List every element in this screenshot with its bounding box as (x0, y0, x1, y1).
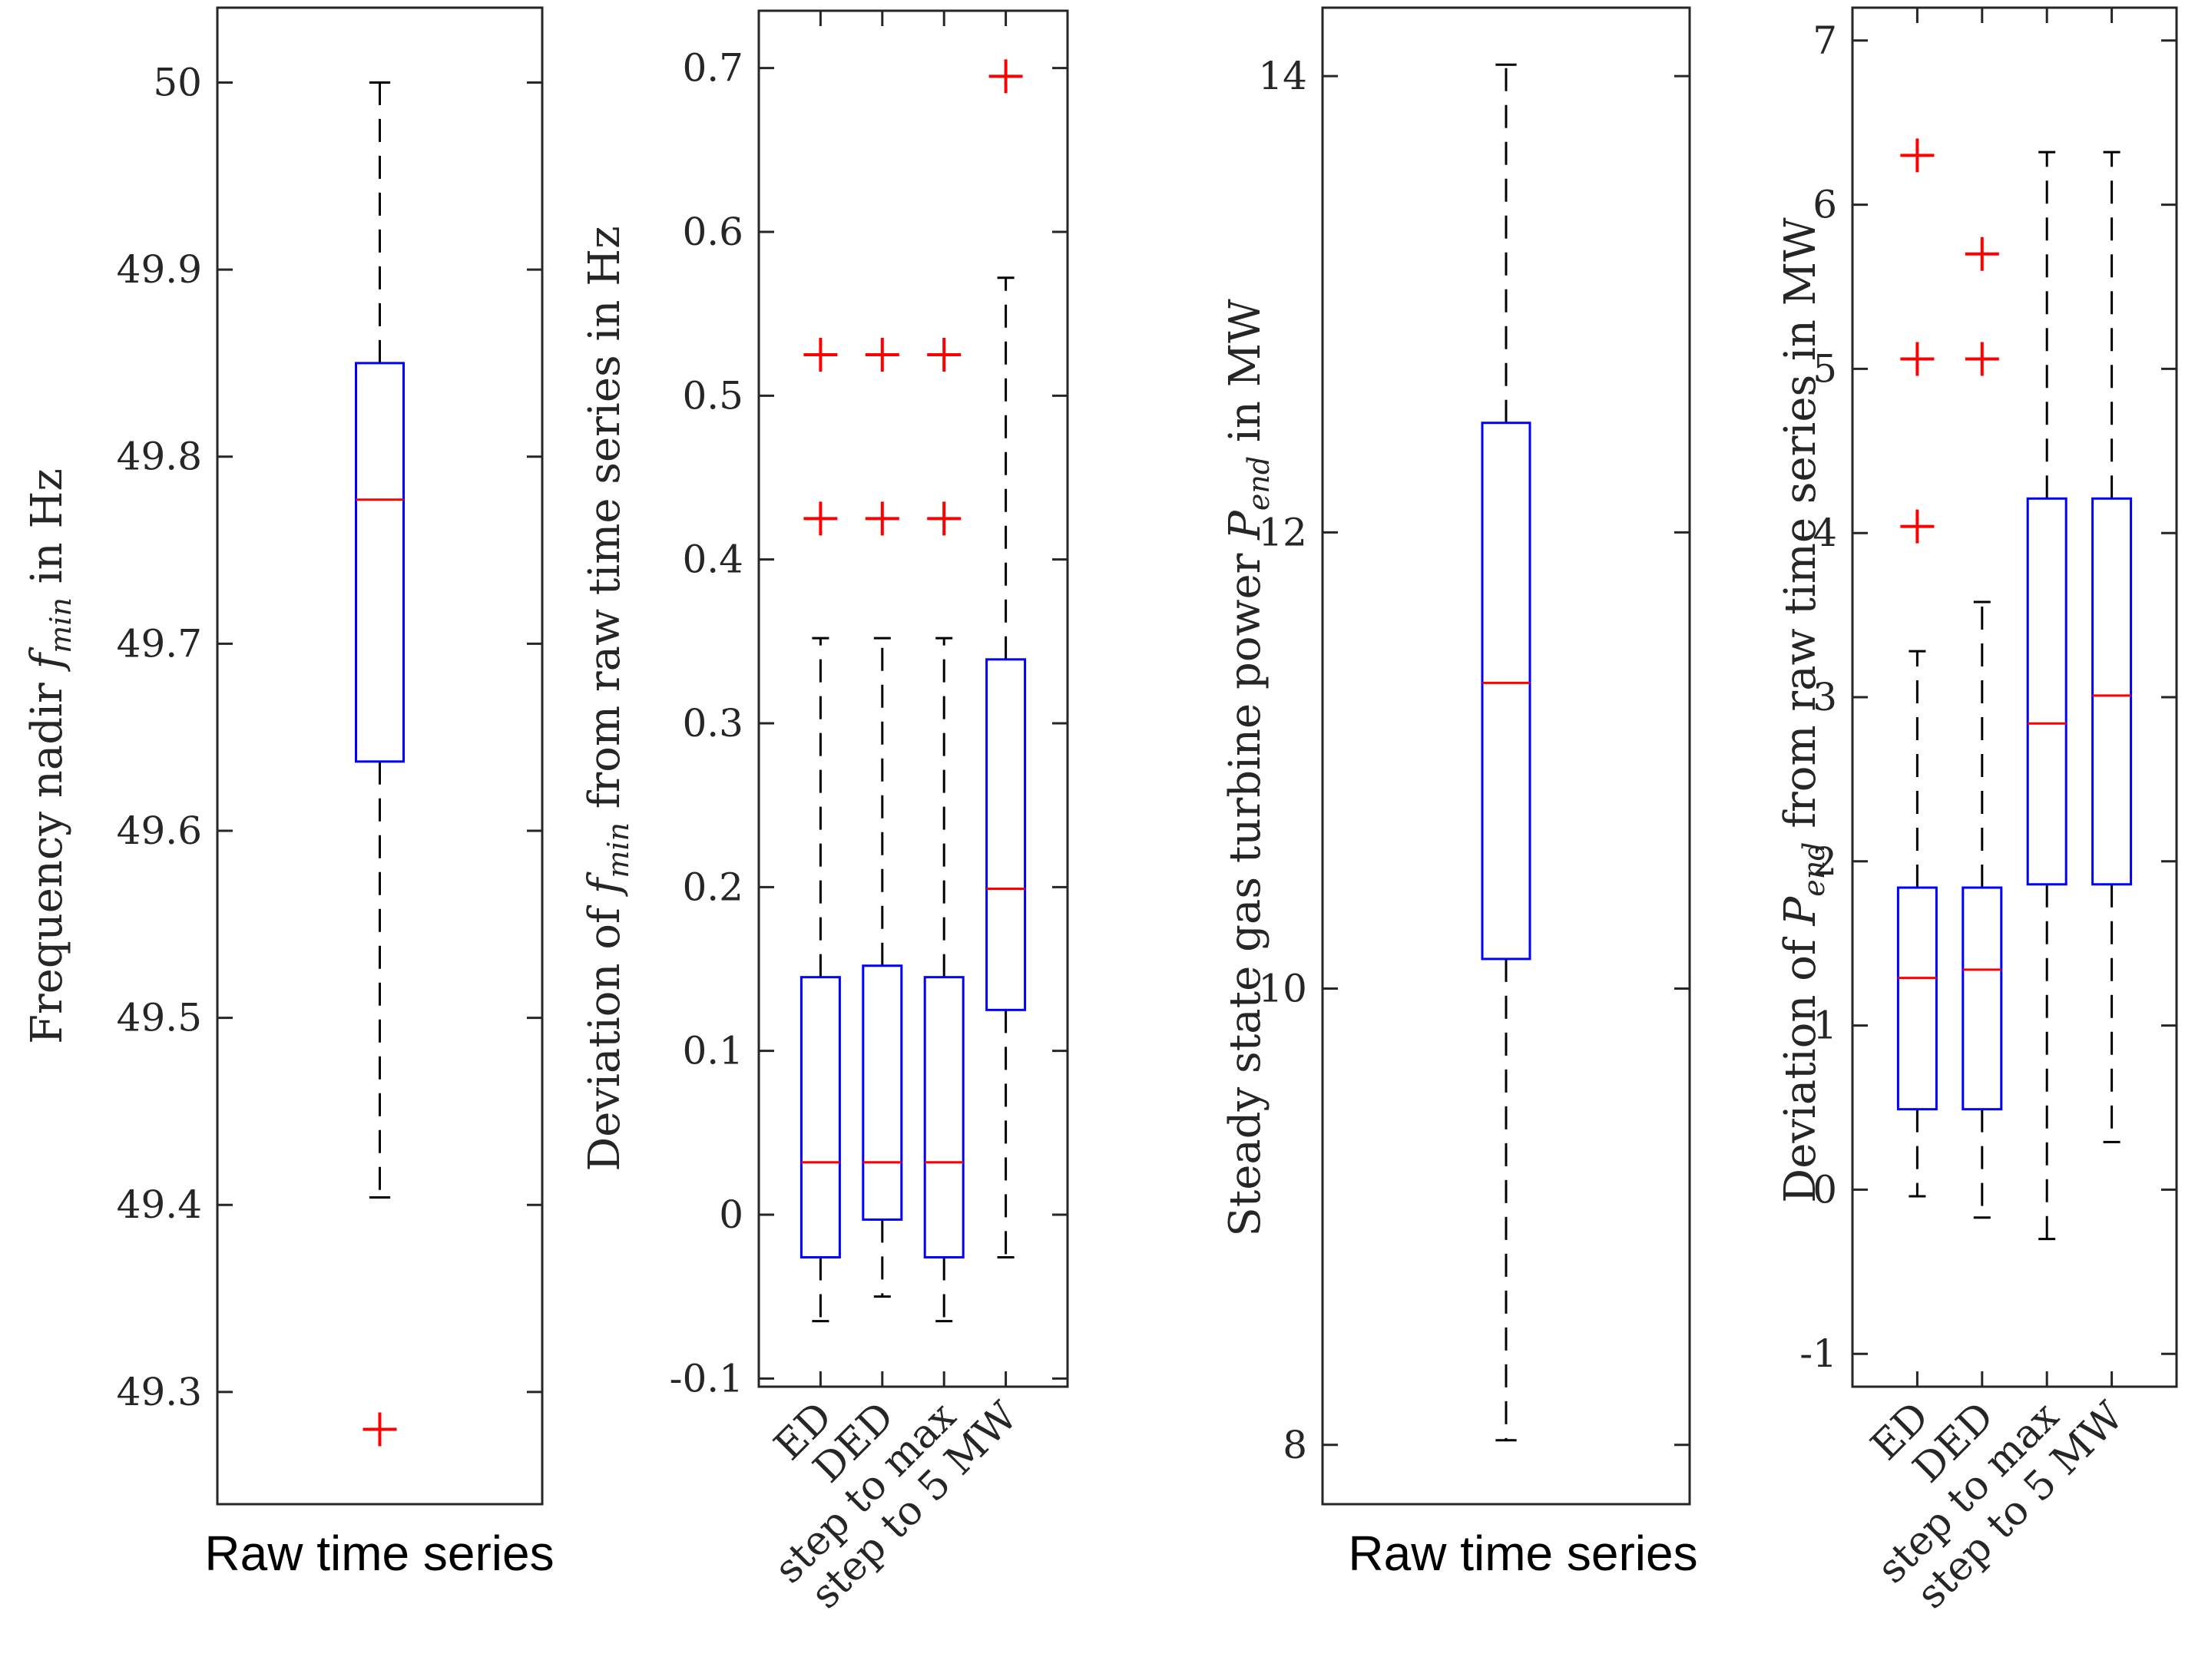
outlier-marker (927, 501, 962, 536)
y-tick-label: 10 (1258, 967, 1307, 1011)
box-3 (923, 338, 965, 1323)
y-tick-label: 0.6 (682, 210, 743, 254)
y-tick-label: 1 (1813, 1004, 1837, 1048)
y-tick-label: 0 (719, 1192, 743, 1237)
box-iqr (1896, 886, 1938, 1111)
y-tick-label: 6 (1813, 183, 1837, 227)
y-tick-label: 0.2 (682, 865, 743, 909)
y-tick-label: 0.4 (682, 537, 743, 582)
outlier-marker (988, 59, 1023, 94)
axes-frame (1321, 6, 1691, 1506)
y-tick-label: 49.6 (117, 809, 202, 853)
y-axis-label: Steady state gas turbine power Pend in M… (1220, 299, 1276, 1237)
y-tick-label: 4 (1813, 511, 1837, 555)
y-tick-label: 0 (1813, 1167, 1837, 1212)
y-tick-label: 12 (1258, 510, 1307, 554)
box-iqr (355, 362, 405, 763)
panel-1: 49.3 49.4 49.5 49.6 49.7 49.8 49.9 50 Frequency … (22, 6, 555, 1581)
box-2 (1962, 236, 2003, 1219)
axes-frame (216, 6, 544, 1506)
box-4 (985, 59, 1027, 1258)
outlier-marker (865, 501, 899, 536)
y-tick-label: 0.5 (682, 373, 743, 418)
box-iqr (800, 976, 841, 1258)
box-iqr (862, 964, 903, 1221)
box-1 (355, 81, 405, 1447)
outlier-marker (1965, 236, 1999, 271)
box-3 (2026, 150, 2067, 1241)
box-iqr (1962, 886, 2003, 1111)
outlier-marker (1900, 138, 1935, 173)
box-iqr (985, 658, 1027, 1011)
box-1 (1896, 138, 1938, 1198)
y-tick-label: 49.7 (117, 621, 202, 666)
y-tick-label: 49.3 (117, 1370, 202, 1414)
x-axis-label: Raw time series (204, 1526, 554, 1581)
y-axis-label: Frequency nadir fmin in Hz (22, 468, 78, 1044)
box-1 (1481, 63, 1531, 1442)
box-4 (2091, 150, 2133, 1143)
y-tick-label: 5 (1813, 346, 1837, 391)
axes-frame (1851, 6, 2178, 1388)
y-tick-label: 49.4 (117, 1182, 202, 1227)
outlier-marker (803, 338, 838, 372)
panel-3: 8 10 12 14 Steady state gas turbine power Pe… (1220, 6, 1698, 1581)
y-tick-label: 7 (1813, 18, 1837, 63)
y-axis-label: Deviation of Pend from raw time series i… (1776, 217, 1831, 1203)
outlier-marker (1965, 342, 1999, 376)
y-tick-label: 49.9 (117, 247, 202, 292)
axes-frame (757, 9, 1069, 1388)
y-tick-label: 2 (1813, 839, 1837, 884)
box-1 (800, 338, 841, 1323)
outlier-marker (865, 338, 899, 372)
y-tick-label: 49.8 (117, 435, 202, 479)
y-tick-label: 0.7 (682, 46, 743, 91)
y-tick-label: 3 (1813, 675, 1837, 719)
x-axis-label: Raw time series (1348, 1526, 1697, 1581)
y-axis-label: Deviation of fmin from raw time series i… (580, 226, 635, 1171)
y-tick-label: 8 (1283, 1423, 1307, 1467)
outlier-marker (363, 1412, 397, 1447)
y-tick-label: -0.1 (670, 1356, 743, 1401)
box-iqr (923, 976, 965, 1258)
y-tick-label: 14 (1258, 54, 1307, 98)
outlier-marker (1900, 509, 1935, 544)
box-2 (862, 338, 903, 1298)
box-iqr (1481, 422, 1531, 961)
y-tick-label: 0.3 (682, 701, 743, 746)
y-tick-label: -1 (1799, 1331, 1837, 1376)
y-tick-label: 49.5 (117, 996, 202, 1040)
y-tick-label: 50 (153, 60, 202, 104)
box-iqr (2026, 497, 2067, 886)
outlier-marker (803, 501, 838, 536)
y-tick-label: 0.1 (682, 1029, 743, 1073)
outlier-marker (1900, 342, 1935, 376)
outlier-marker (927, 338, 962, 372)
box-iqr (2091, 497, 2133, 886)
